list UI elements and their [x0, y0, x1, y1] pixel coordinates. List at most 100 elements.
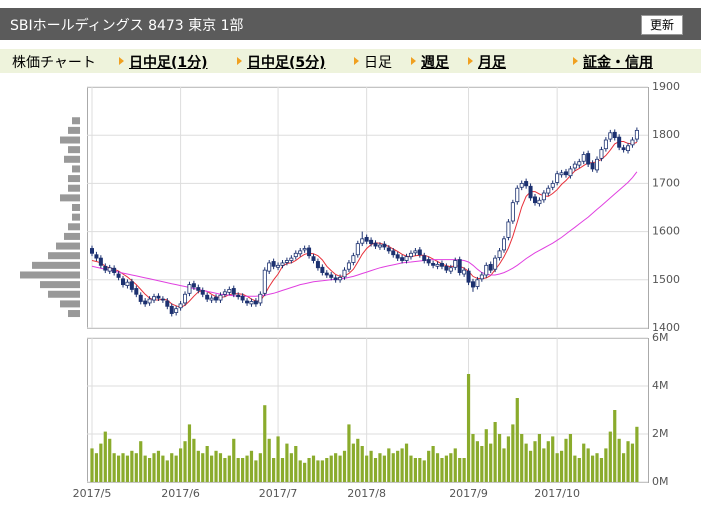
- candle-body: [524, 181, 529, 187]
- candle-body: [147, 298, 152, 304]
- volume-profile-bar: [64, 155, 80, 163]
- volume-bar: [192, 438, 196, 482]
- volume-bar: [373, 458, 378, 482]
- nav-current: 日足: [364, 55, 392, 71]
- candle-body: [386, 247, 391, 252]
- volume-bar: [179, 448, 183, 482]
- volume-bar: [444, 455, 448, 482]
- volume-bar: [520, 434, 524, 482]
- candle-body: [156, 295, 161, 299]
- volume-bar: [382, 455, 386, 482]
- candle-body: [564, 171, 569, 176]
- volume-bar: [134, 453, 138, 482]
- volume-profile-bar: [68, 310, 80, 318]
- candle-body: [519, 182, 524, 188]
- volume-bar: [582, 443, 586, 482]
- volume-bar: [174, 455, 178, 482]
- volume-bar: [94, 453, 99, 482]
- volume-bar: [356, 438, 360, 482]
- x-tick-label: 2017/8: [347, 487, 386, 500]
- refresh-button[interactable]: 更新: [641, 15, 683, 35]
- candle-body: [342, 269, 347, 278]
- volume-bar: [316, 460, 320, 482]
- volume-bar: [378, 453, 382, 482]
- candle-body: [222, 291, 227, 295]
- candle-body: [568, 168, 573, 177]
- volume-bar: [342, 450, 347, 482]
- volume-profile-bar: [40, 281, 80, 289]
- candle-body: [103, 265, 108, 271]
- candle-body: [271, 261, 276, 267]
- nav-marker: [573, 57, 578, 65]
- candle-body: [364, 236, 369, 242]
- volume-bar: [223, 458, 227, 482]
- candle-body: [581, 154, 586, 162]
- nav-link[interactable]: 月足: [478, 55, 506, 71]
- volume-bar: [280, 458, 285, 482]
- volume-bar: [595, 453, 599, 482]
- volume-bar: [528, 450, 533, 482]
- moving-average: [91, 141, 638, 308]
- volume-bar: [289, 453, 293, 482]
- volume-bar: [276, 436, 280, 482]
- volume-bar: [493, 422, 497, 482]
- candle-body: [626, 145, 631, 152]
- volume-bar: [453, 448, 457, 482]
- x-tick-label: 2017/6: [161, 487, 200, 500]
- candle-body: [599, 149, 604, 159]
- nav-link[interactable]: 証金・信用: [583, 55, 653, 71]
- candle-body: [515, 187, 520, 203]
- candle-body: [302, 248, 307, 251]
- candle-body: [360, 238, 365, 244]
- nav-link[interactable]: 週足: [421, 55, 449, 71]
- volume-profile-bar: [68, 126, 80, 134]
- candle-body: [94, 254, 99, 259]
- volume-bar: [165, 460, 169, 482]
- y-tick-label: 2M: [652, 427, 669, 440]
- nav-marker: [411, 57, 416, 65]
- candle-body: [284, 260, 289, 263]
- candle-body: [621, 147, 626, 151]
- volume-bar: [147, 458, 152, 482]
- volume-bar: [245, 455, 249, 482]
- nav-link[interactable]: 日中足(5分): [247, 55, 326, 71]
- volume-profile-bar: [48, 252, 80, 260]
- volume-bar: [630, 443, 635, 482]
- candle-body: [262, 269, 267, 294]
- volume-bar: [338, 455, 342, 482]
- volume-bar: [249, 450, 254, 482]
- volume-bar: [458, 458, 462, 482]
- volume-bar: [626, 441, 630, 482]
- candle-body: [351, 255, 356, 263]
- volume-bar: [635, 426, 639, 482]
- volume-bar: [604, 448, 608, 482]
- volume-bar: [608, 431, 612, 482]
- candle-body: [435, 263, 440, 267]
- candle-body: [218, 294, 223, 301]
- volume-bar: [311, 455, 316, 482]
- nav-link[interactable]: 日中足(1分): [129, 55, 208, 71]
- candle-body: [311, 256, 316, 261]
- candle-body: [90, 248, 95, 254]
- candle-body: [112, 267, 117, 273]
- volume-bar: [272, 458, 276, 482]
- candle-body: [506, 221, 511, 238]
- candle-body: [422, 255, 427, 261]
- volume-bar: [347, 424, 351, 482]
- candle-body: [497, 250, 502, 259]
- candle-body: [404, 256, 409, 261]
- volume-bar: [267, 438, 271, 482]
- volume-profile-bar: [68, 184, 80, 192]
- candle-body: [586, 153, 591, 165]
- volume-bar: [130, 450, 134, 482]
- volume-bar: [187, 424, 192, 482]
- volume-bar: [183, 441, 187, 482]
- volume-bar: [599, 458, 604, 482]
- candle-body: [293, 252, 298, 258]
- candle-body: [209, 297, 214, 301]
- y-tick-label: 1600: [652, 225, 680, 238]
- volume-bar: [334, 453, 338, 482]
- candle-body: [191, 283, 196, 288]
- candle-body: [333, 277, 338, 281]
